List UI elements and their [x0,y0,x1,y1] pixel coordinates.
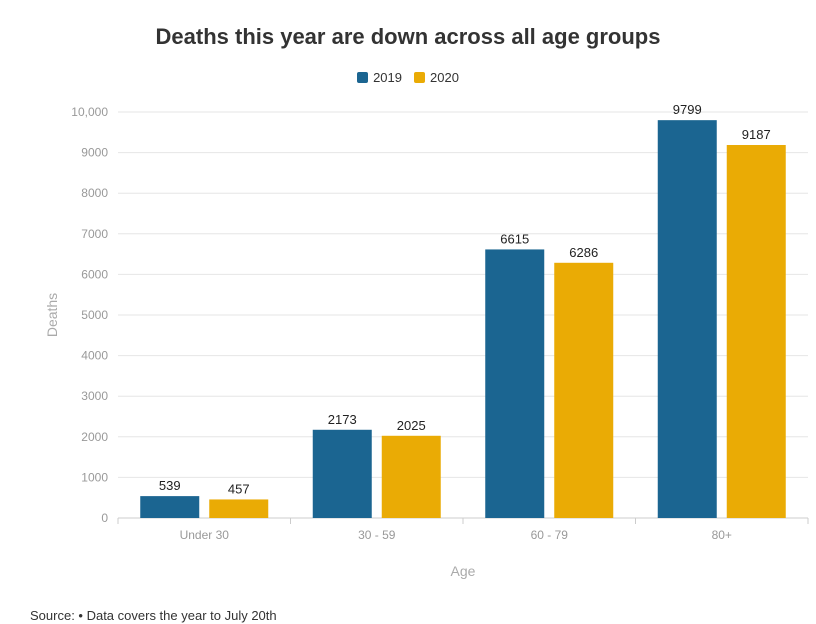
legend-label-2019: 2019 [373,70,402,85]
x-tick-label: 30 - 59 [358,528,396,542]
x-tick-label: Under 30 [180,528,230,542]
y-tick-label: 1000 [81,470,108,484]
bar-2020[interactable] [726,145,786,518]
bar-2020[interactable] [554,262,614,518]
x-tick-label: 60 - 79 [531,528,569,542]
data-label: 539 [159,478,181,493]
chart-title: Deaths this year are down across all age… [155,24,661,49]
legend-item-2020[interactable]: 2020 [414,70,459,85]
legend-swatch-2019 [357,72,369,83]
data-label: 6286 [569,245,598,260]
legend-label-2020: 2020 [430,70,459,85]
source-note: Source: • Data covers the year to July 2… [30,608,277,623]
data-label: 2025 [397,418,426,433]
data-label: 6615 [500,231,529,246]
bars [140,120,786,519]
x-axis-ticks: Under 30 30 - 59 60 - 79 80+ [117,518,809,542]
legend-swatch-2020 [414,72,425,83]
y-tick-label: 0 [101,511,108,525]
bar-2020[interactable] [209,499,269,518]
y-tick-label: 7000 [81,227,108,241]
data-labels: 539 457 2173 2025 6615 6286 9799 9187 [159,102,771,496]
y-tick-label: 6000 [81,267,108,281]
data-label: 457 [228,481,250,496]
bar-2019[interactable] [312,429,372,518]
data-label: 9187 [742,127,771,142]
bar-2019[interactable] [140,496,200,518]
data-label: 9799 [673,102,702,117]
y-tick-label: 3000 [81,389,108,403]
y-axis-label: Deaths [44,293,60,337]
y-tick-label: 2000 [81,430,108,444]
x-axis-label: Age [451,563,476,579]
y-tick-label: 4000 [81,349,108,363]
y-axis-ticks: 0 1000 2000 3000 4000 5000 6000 7000 8000 9000 10,… [71,105,108,525]
bar-2020[interactable] [381,435,441,518]
bar-2019[interactable] [485,249,545,518]
x-tick-label: 80+ [712,528,732,542]
data-label: 2173 [328,412,357,427]
y-tick-label: 9000 [81,146,108,160]
y-tick-label: 8000 [81,186,108,200]
legend-item-2019[interactable]: 2019 [357,70,402,85]
y-tick-label: 10,000 [71,105,108,119]
y-tick-label: 5000 [81,308,108,322]
bar-2019[interactable] [657,120,717,519]
chart-legend: 2019 2020 [0,70,816,85]
